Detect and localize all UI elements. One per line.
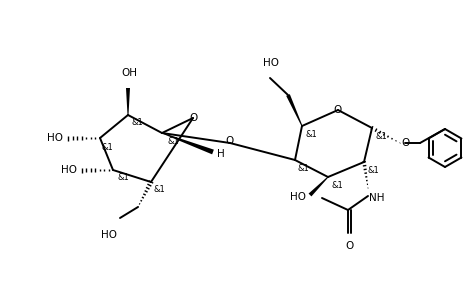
Text: O: O: [345, 241, 353, 251]
Text: H: H: [217, 149, 225, 159]
Text: &1: &1: [367, 166, 379, 175]
Text: O: O: [334, 105, 342, 115]
Text: &1: &1: [305, 130, 317, 139]
Text: &1: &1: [297, 164, 309, 173]
Text: HO: HO: [47, 133, 63, 143]
Text: HO: HO: [101, 230, 117, 240]
Polygon shape: [162, 133, 214, 154]
Text: &1: &1: [153, 185, 165, 194]
Text: O: O: [401, 138, 409, 148]
Polygon shape: [126, 88, 130, 115]
Polygon shape: [286, 94, 303, 126]
Text: &1: &1: [331, 181, 343, 190]
Text: HO: HO: [290, 192, 306, 202]
Polygon shape: [309, 177, 329, 196]
Text: &1: &1: [118, 173, 130, 182]
Text: &1: &1: [102, 143, 114, 152]
Text: OH: OH: [121, 68, 137, 78]
Text: &1: &1: [375, 132, 387, 141]
Text: &1: &1: [167, 137, 179, 146]
Text: NH: NH: [369, 193, 384, 203]
Text: HO: HO: [61, 165, 77, 175]
Text: &1: &1: [131, 118, 143, 127]
Text: HO: HO: [263, 58, 279, 68]
Text: O: O: [189, 113, 197, 123]
Text: O: O: [226, 136, 234, 146]
